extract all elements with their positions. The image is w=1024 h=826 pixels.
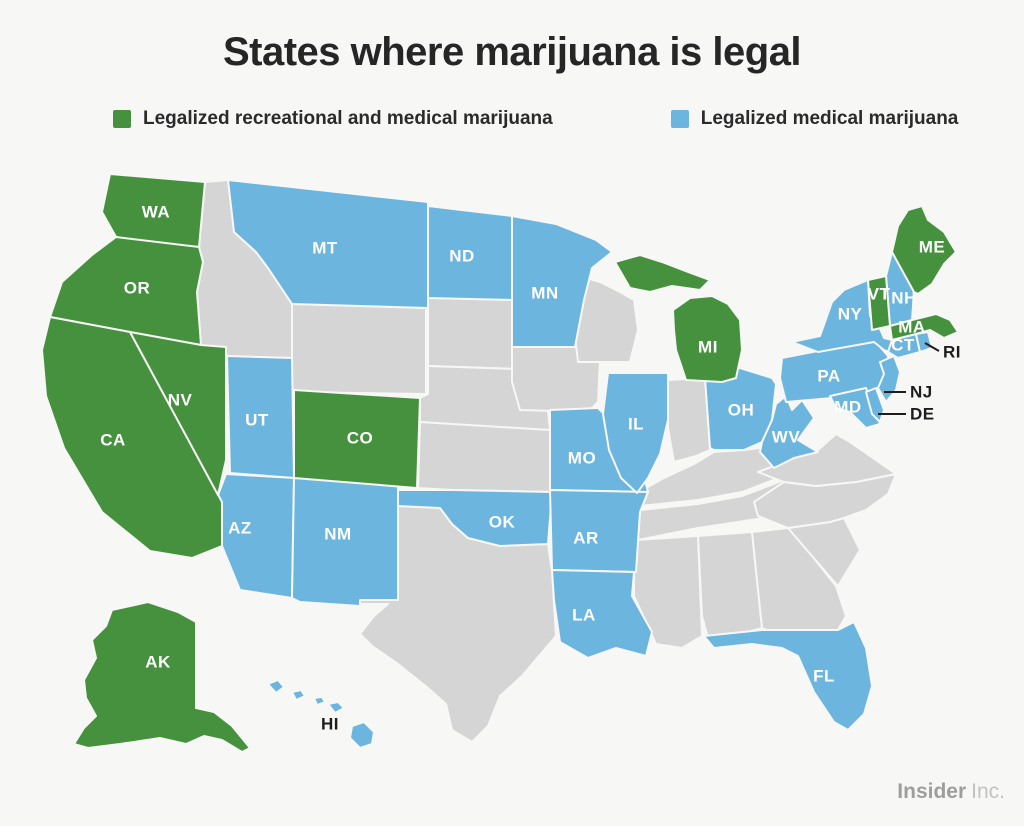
state-hi: [267, 679, 375, 749]
state-label-fl: FL: [813, 667, 835, 686]
state-ny: [791, 279, 927, 357]
state-label-co: CO: [347, 429, 374, 448]
state-me: [891, 205, 957, 295]
state-label-nm: NM: [324, 525, 351, 544]
state-label-ny: NY: [838, 305, 863, 324]
state-label-ak: AK: [145, 653, 171, 672]
state-label-hi: HI: [321, 715, 339, 734]
state-label-ct: CT: [891, 336, 915, 355]
state-label-ma: MA: [898, 318, 925, 337]
state-al: [697, 531, 763, 639]
state-label-oh: OH: [728, 401, 755, 420]
state-la: [551, 569, 653, 659]
state-label-nv: NV: [168, 391, 193, 410]
state-label-mt: MT: [312, 239, 338, 258]
state-co: [293, 389, 421, 489]
state-ar: [549, 489, 649, 573]
brand-logo: Insider Inc.: [897, 780, 1005, 804]
state-label-nj: NJ: [910, 383, 933, 402]
legend-swatch-medical: [670, 110, 689, 128]
state-label-az: AZ: [228, 519, 252, 538]
state-label-mn: MN: [531, 284, 558, 303]
state-label-ok: OK: [489, 513, 516, 532]
state-ak: [73, 601, 251, 753]
state-label-mo: MO: [568, 449, 596, 468]
state-label-ri: RI: [943, 343, 961, 362]
state-ma: [889, 313, 959, 341]
state-label-md: MD: [834, 398, 861, 417]
legend-swatch-recreational-and-medical: [113, 110, 131, 128]
state-label-vt: VT: [868, 285, 891, 304]
state-il: [602, 372, 669, 494]
state-label-mi: MI: [698, 338, 718, 357]
legend-item-recreational-and-medical: Legalized recreational and medical marij…: [113, 108, 553, 130]
state-mn: [511, 215, 613, 348]
state-label-me: ME: [919, 238, 946, 257]
state-ks: [417, 421, 553, 493]
brand-suffix: Inc.: [971, 780, 1005, 803]
state-wy: [291, 303, 427, 395]
state-mi: [614, 254, 743, 383]
state-nj: [877, 355, 901, 403]
state-label-nh: NH: [891, 289, 917, 308]
state-label-ut: UT: [245, 411, 269, 430]
state-label-de: DE: [910, 405, 935, 424]
state-label-nd: ND: [449, 247, 475, 266]
state-label-la: LA: [572, 606, 596, 625]
legend-item-medical: Legalized medical marijuana: [670, 108, 959, 130]
legend: Legalized recreational and medical marij…: [113, 108, 958, 130]
legend-label-medical: Legalized medical marijuana: [700, 108, 959, 129]
state-label-wv: WV: [772, 428, 801, 447]
state-in: [667, 377, 711, 463]
state-label-or: OR: [124, 279, 151, 298]
brand-name: Insider: [897, 780, 967, 803]
state-label-pa: PA: [817, 367, 840, 386]
state-label-ar: AR: [573, 529, 599, 548]
ri-callout-line: [924, 342, 940, 352]
state-label-il: IL: [628, 415, 644, 434]
state-nv: [129, 331, 227, 496]
page-title: States where marijuana is legal: [222, 30, 802, 74]
state-label-ca: CA: [100, 431, 126, 450]
legend-label-recreational-and-medical: Legalized recreational and medical marij…: [143, 108, 553, 129]
state-fl: [703, 621, 873, 731]
state-label-wa: WA: [142, 203, 170, 222]
